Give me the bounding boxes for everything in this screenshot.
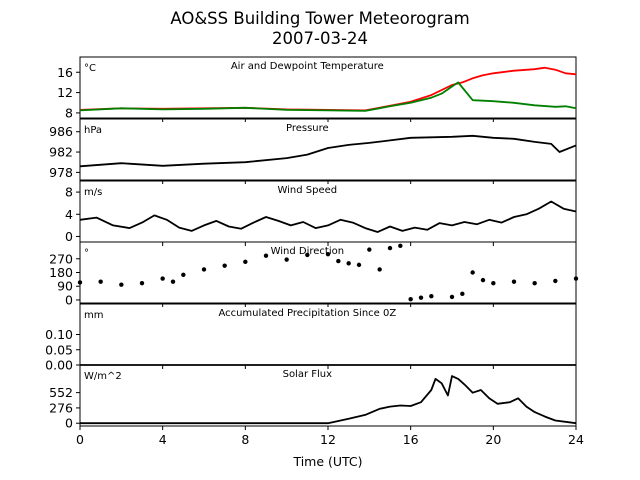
series-line-1-0 (79, 134, 577, 168)
wind-direction-point (367, 247, 372, 252)
panel-title: Pressure (286, 123, 329, 134)
chart-title: AO&SS Building Tower Meteorogram (170, 9, 469, 28)
wind-direction-point (387, 245, 393, 251)
y-tick-label: 12 (57, 85, 73, 100)
wind-direction-point (491, 280, 496, 286)
series-line-0-1 (79, 81, 577, 112)
series-line-5-0 (80, 375, 577, 425)
panels-group: 8 12 16 °C Air and Dewpoint Temperature 978 98… (45, 56, 579, 431)
x-tick-label: 20 (485, 432, 501, 447)
panel-unit: ° (84, 248, 89, 259)
y-tick-label: 0.10 (45, 327, 73, 342)
panel-title: Air and Dewpoint Temperature (231, 61, 384, 72)
wind-direction-point (139, 280, 145, 286)
wind-direction-point (460, 291, 465, 297)
y-tick-label: 90 (57, 279, 73, 294)
x-tick-label: 4 (159, 432, 167, 447)
panel-unit: m/s (84, 187, 102, 198)
wind-direction-point (418, 295, 424, 300)
wind-direction-point (263, 253, 269, 258)
wind-direction-point (429, 293, 434, 299)
y-tick-label: 978 (49, 165, 73, 180)
wind-direction-point (284, 257, 289, 262)
series-line-0-0 (79, 66, 577, 112)
y-tick-label: 982 (49, 145, 73, 160)
wind-direction-point (98, 279, 103, 284)
panel-title: Accumulated Precipitation Since 0Z (218, 308, 396, 319)
wind-direction-point (511, 279, 517, 284)
panel-title: Wind Speed (277, 185, 337, 196)
wind-direction-point (325, 252, 331, 257)
y-tick-label: 552 (49, 385, 73, 400)
x-tick-label: 12 (320, 432, 336, 447)
wind-direction-point (480, 277, 486, 283)
x-axis: 0 4 8 12 16 20 24 (76, 432, 584, 447)
wind-direction-point (553, 278, 558, 284)
wind-direction-point (408, 296, 413, 302)
panel-unit: W/m^2 (84, 371, 122, 382)
y-tick-label: 8 (65, 185, 73, 200)
y-tick-label: 8 (65, 105, 73, 120)
wind-direction-point (222, 263, 227, 268)
y-tick-label: 0.05 (45, 342, 73, 357)
y-tick-label: 0 (65, 229, 73, 244)
y-tick-label: 276 (49, 400, 73, 415)
y-tick-label: 0 (65, 416, 73, 431)
wind-direction-point (398, 243, 403, 249)
wind-direction-point (377, 267, 382, 272)
y-tick-label: 4 (65, 207, 73, 222)
wind-direction-point (573, 276, 579, 281)
wind-direction-point (243, 259, 248, 265)
y-tick-label: 180 (49, 265, 73, 280)
wind-direction-point (305, 252, 310, 258)
panel-0: 8 12 16 °C Air and Dewpoint Temperature (57, 56, 577, 122)
wind-direction-point (160, 276, 165, 281)
wind-direction-point (356, 262, 362, 268)
y-tick-label: 0.00 (45, 358, 73, 373)
y-tick-label: 16 (57, 65, 73, 80)
wind-direction-point (470, 270, 475, 275)
wind-direction-point (170, 279, 176, 284)
series-line-2-0 (79, 200, 577, 233)
wind-direction-point (181, 272, 186, 277)
panel-unit: mm (84, 310, 103, 321)
y-tick-label: 986 (49, 124, 73, 139)
wind-direction-point (119, 282, 124, 287)
x-axis-label: Time (UTC) (292, 454, 362, 469)
panel-1: 978 982 986 hPa Pressure (49, 118, 577, 184)
wind-direction-point (336, 258, 341, 264)
wind-direction-point (77, 280, 83, 285)
panel-2: 0 4 8 m/s Wind Speed (65, 180, 577, 246)
wind-direction-point (201, 267, 207, 272)
wind-direction-point (346, 261, 351, 266)
x-tick-label: 24 (568, 432, 584, 447)
chart-subtitle: 2007-03-24 (272, 29, 368, 48)
wind-direction-point (532, 280, 537, 286)
y-tick-label: 270 (49, 251, 73, 266)
panel-unit: °C (84, 63, 96, 74)
x-tick-label: 0 (76, 432, 84, 447)
panel-unit: hPa (84, 125, 102, 136)
x-tick-label: 8 (241, 432, 249, 447)
x-tick-label: 16 (403, 432, 419, 447)
wind-direction-point (449, 294, 455, 300)
panel-title: Solar Flux (283, 369, 333, 380)
panel-title: Wind Direction (271, 246, 345, 257)
panel-4: 0.000.050.10 mm Accumulated Precipitation … (45, 303, 577, 373)
y-tick-label: 0 (65, 292, 73, 307)
